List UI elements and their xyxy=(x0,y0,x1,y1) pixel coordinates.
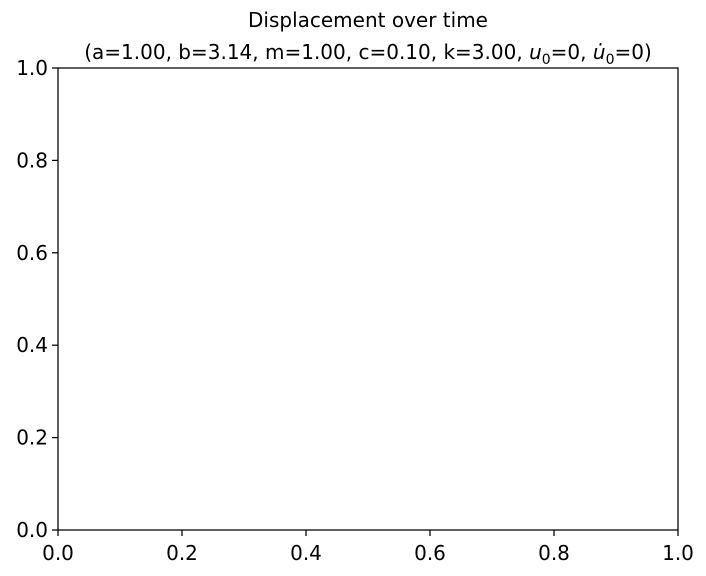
x-tick-label: 0.0 xyxy=(42,541,74,565)
subtitle-subscript: 0 xyxy=(606,52,615,68)
y-tick-label: 0.2 xyxy=(16,426,48,450)
subtitle-part: u̇ xyxy=(593,40,606,64)
subtitle-part: =0, xyxy=(551,40,593,64)
plot-frame xyxy=(57,67,679,531)
x-axis-ticks: 0.0 0.2 0.4 0.6 0.8 1.0 xyxy=(42,530,694,565)
x-tick-label: 0.2 xyxy=(166,541,198,565)
x-tick-label: 0.4 xyxy=(290,541,322,565)
y-tick-label: 0.8 xyxy=(16,148,48,172)
subtitle-part: =0) xyxy=(614,40,651,64)
subtitle-part: (a=1.00, b=3.14, m=1.00, c=0.10, k=3.00, xyxy=(84,40,529,64)
y-tick-label: 0.0 xyxy=(16,518,48,542)
x-tick-label: 1.0 xyxy=(662,541,694,565)
chart-title: Displacement over time xyxy=(248,8,488,32)
subtitle-part: u xyxy=(529,40,542,64)
y-axis-ticks: 0.0 0.2 0.4 0.6 0.8 1.0 xyxy=(16,56,58,542)
chart-subtitle: (a=1.00, b=3.14, m=1.00, c=0.10, k=3.00,… xyxy=(84,40,652,68)
y-tick-label: 1.0 xyxy=(16,56,48,80)
y-tick-label: 0.6 xyxy=(16,241,48,265)
y-tick-label: 0.4 xyxy=(16,333,48,357)
subtitle-subscript: 0 xyxy=(542,52,551,68)
x-tick-label: 0.8 xyxy=(538,541,570,565)
x-tick-label: 0.6 xyxy=(414,541,446,565)
